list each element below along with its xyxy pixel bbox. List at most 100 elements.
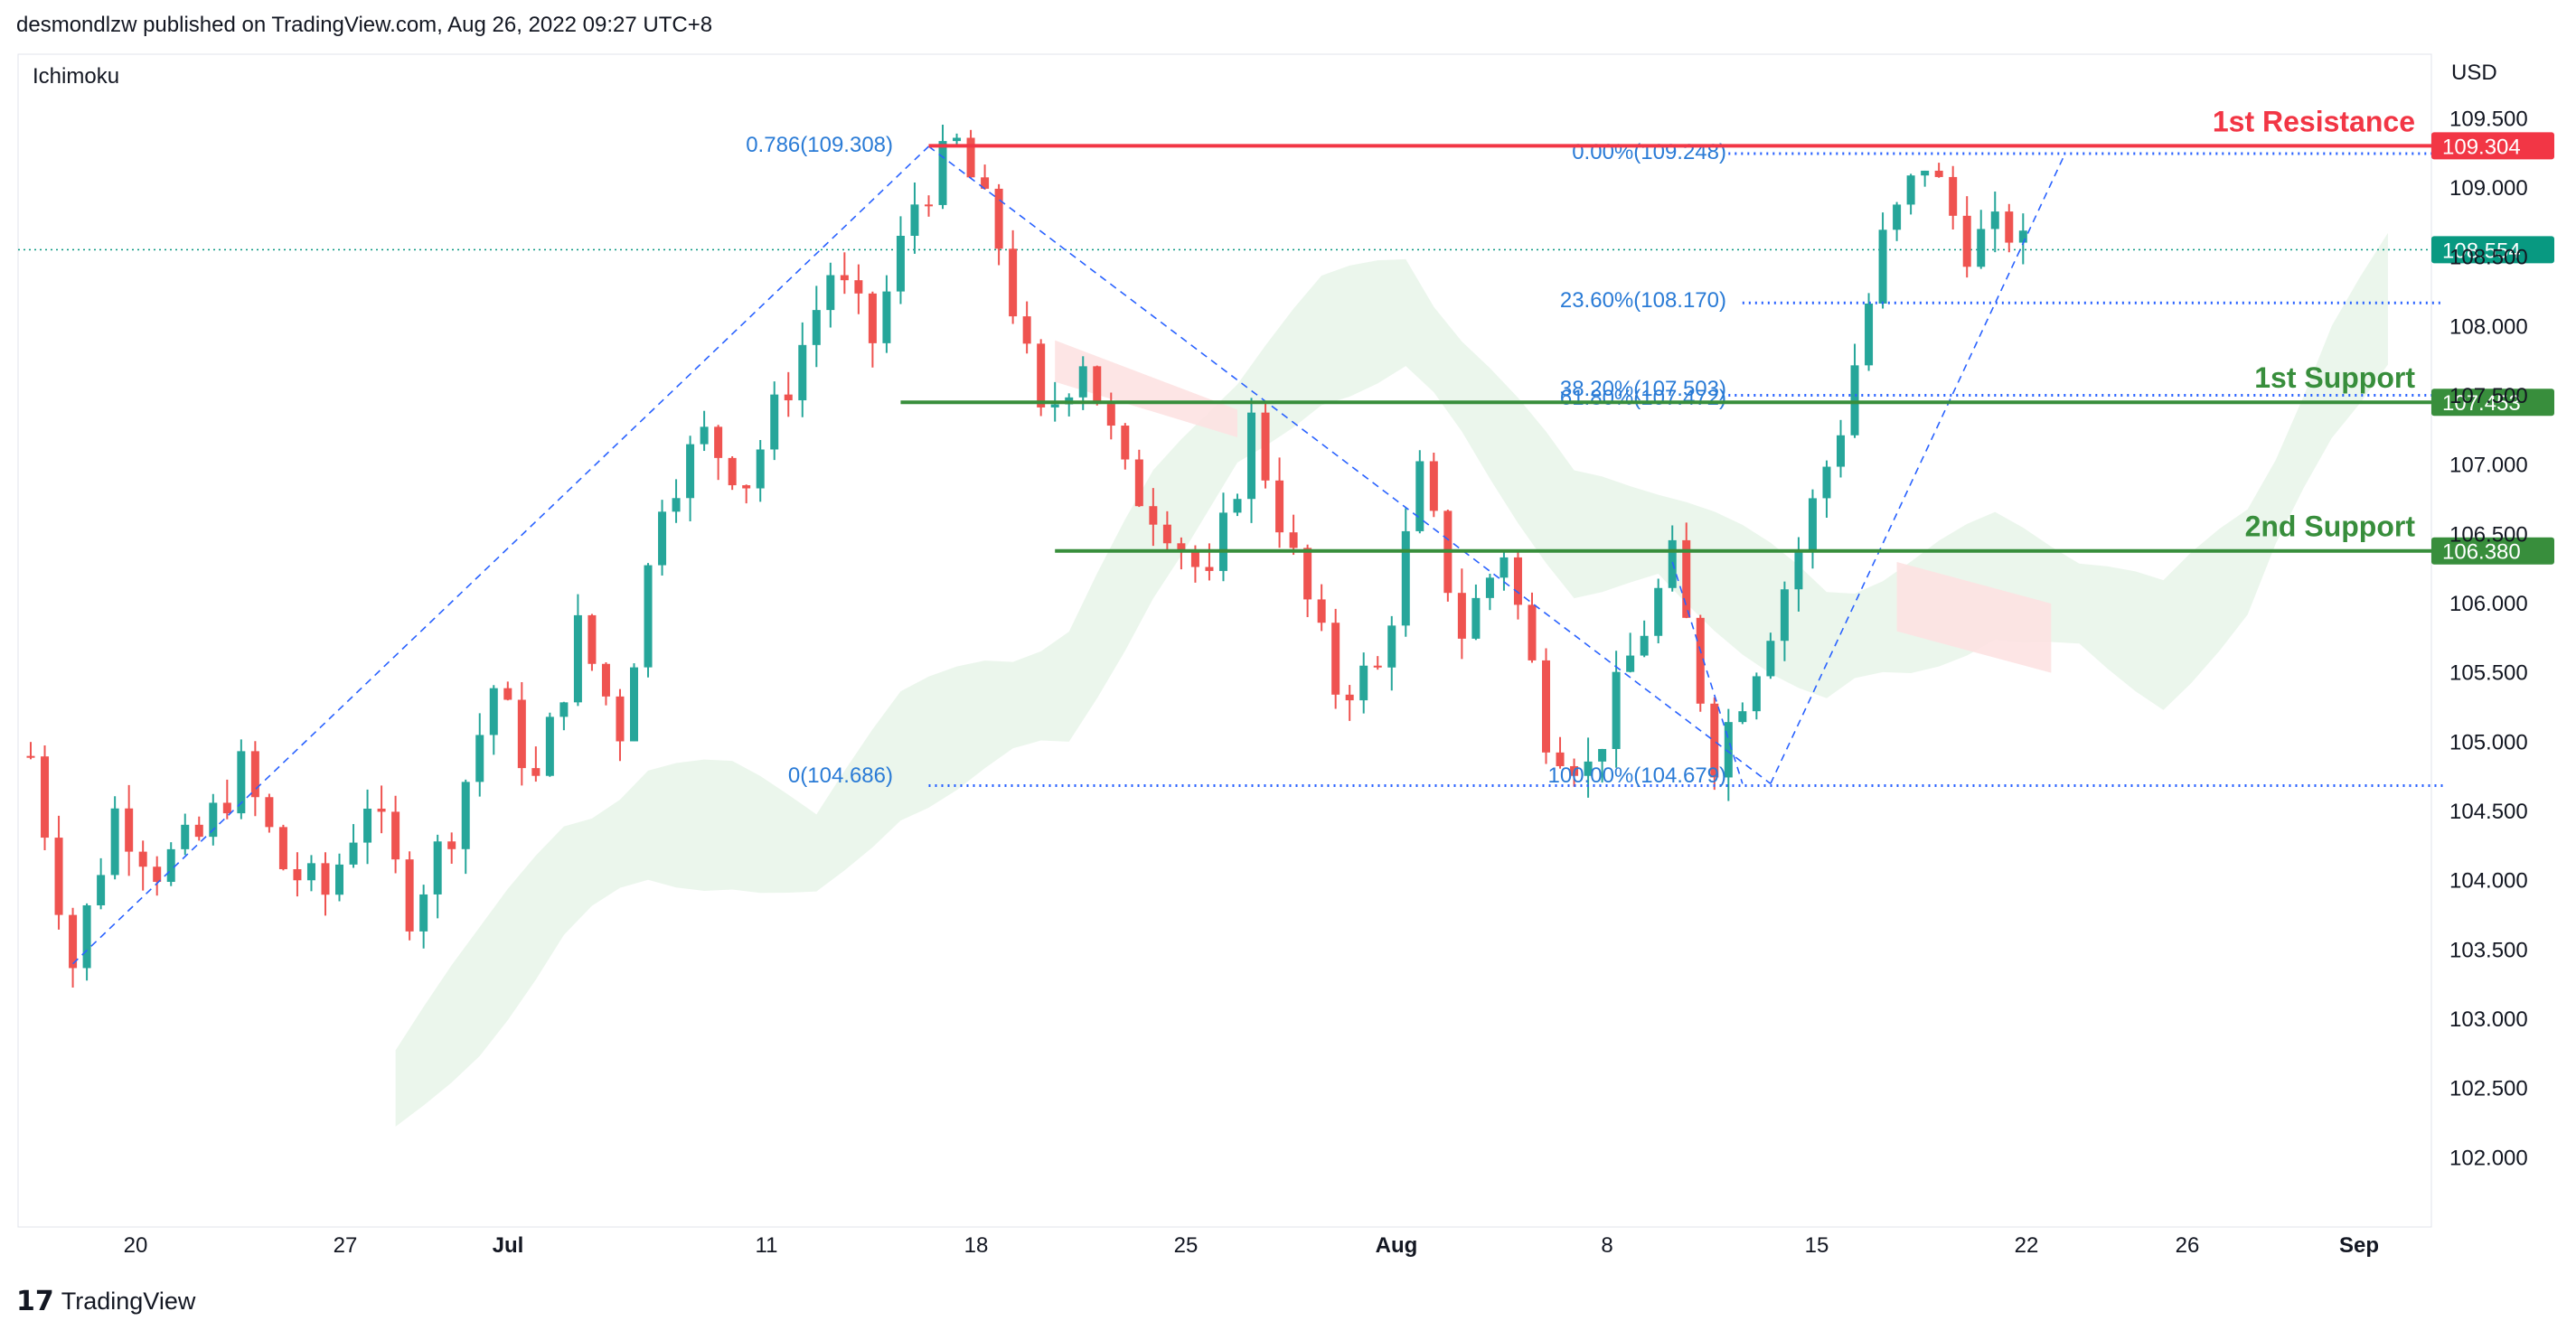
candle: [728, 457, 737, 486]
candle: [826, 275, 835, 311]
candle: [1037, 343, 1046, 407]
candle: [770, 394, 779, 450]
candle: [1205, 567, 1214, 571]
candle: [686, 444, 695, 499]
candle: [812, 310, 821, 345]
candle: [26, 755, 35, 758]
candle: [1022, 316, 1031, 344]
candle: [489, 688, 498, 735]
candle: [1752, 676, 1761, 712]
candle: [475, 735, 484, 782]
candle: [588, 614, 597, 664]
candle: [363, 808, 372, 843]
candle: [41, 756, 50, 838]
last-price-label: 108.554: [2442, 239, 2521, 263]
candle: [1218, 512, 1227, 571]
x-tick-label: 15: [1805, 1233, 1829, 1258]
candle: [237, 751, 246, 814]
y-tick-label: 105.500: [2449, 661, 2528, 686]
level-price-tag: [2431, 537, 2554, 565]
candle: [953, 137, 962, 142]
candle: [1977, 229, 1986, 267]
candle: [1654, 587, 1663, 636]
candle: [1906, 175, 1915, 205]
candle: [1261, 412, 1270, 481]
candle: [798, 344, 807, 401]
candle: [1093, 366, 1102, 405]
candle: [1794, 549, 1803, 590]
candle: [1500, 557, 1509, 578]
candle: [1471, 597, 1481, 639]
candle: [1556, 752, 1565, 766]
x-tick-label: 18: [964, 1233, 989, 1258]
level-price-label: 109.304: [2442, 135, 2521, 159]
x-tick-label: 11: [756, 1233, 778, 1258]
candle: [194, 824, 203, 838]
candle: [1190, 550, 1199, 567]
candle: [545, 717, 554, 776]
candle: [153, 866, 162, 883]
candle: [756, 449, 765, 489]
y-tick-label: 106.000: [2449, 592, 2528, 616]
candle: [1990, 211, 1999, 229]
candle: [1682, 539, 1691, 618]
candle: [1612, 671, 1621, 749]
candle: [1822, 466, 1831, 499]
y-tick-label: 107.500: [2449, 384, 2528, 408]
y-tick-label: 103.500: [2449, 938, 2528, 962]
candle: [1233, 499, 1242, 513]
candle: [433, 841, 442, 894]
y-tick-label: 104.500: [2449, 800, 2528, 824]
x-tick-label: 20: [124, 1233, 148, 1258]
level-price-tag: [2431, 389, 2554, 417]
plot-area: [17, 53, 2432, 1228]
candle: [1865, 303, 1874, 366]
fib-label: 23.60%(108.170): [1560, 288, 1726, 313]
level-label: 1st Support: [2254, 361, 2415, 394]
currency-label: USD: [2451, 61, 2497, 85]
level-price-label: 106.380: [2442, 540, 2521, 565]
candle: [1345, 694, 1354, 701]
level-price-tag: [2431, 132, 2554, 160]
candle: [82, 904, 91, 969]
candle: [1373, 665, 1382, 668]
candle: [1766, 641, 1775, 677]
candle: [1696, 617, 1705, 704]
candle: [447, 841, 456, 849]
candle: [69, 914, 78, 969]
candle: [1009, 248, 1018, 317]
candle: [1177, 543, 1186, 551]
candle: [994, 188, 1003, 249]
candle: [1921, 170, 1930, 176]
candle: [1962, 215, 1971, 267]
candle: [573, 614, 582, 703]
indicator-label: Ichimoku: [33, 64, 119, 89]
y-tick-label: 103.000: [2449, 1007, 2528, 1032]
candle: [349, 842, 358, 865]
tradingview-footer[interactable]: 17 TradingView: [16, 1286, 195, 1317]
candle: [503, 688, 512, 700]
y-tick-label: 102.500: [2449, 1077, 2528, 1101]
candle: [306, 863, 315, 881]
candle: [1457, 593, 1466, 639]
candle: [1710, 703, 1719, 778]
candle: [1850, 365, 1859, 436]
y-tick-label: 108.500: [2449, 246, 2528, 270]
candle: [1570, 765, 1579, 776]
candle: [742, 485, 751, 489]
candle: [644, 565, 653, 668]
candle: [181, 824, 190, 849]
candle: [1401, 530, 1410, 626]
candle: [54, 838, 63, 915]
candle: [868, 293, 877, 343]
candle: [896, 235, 905, 292]
last-price-tag: [2431, 236, 2554, 264]
candle: [1640, 635, 1649, 656]
level-label: 2nd Support: [2245, 510, 2416, 543]
candle: [700, 426, 709, 445]
fib-label: 0(104.686): [788, 763, 893, 788]
candle: [138, 851, 147, 867]
candle: [1738, 711, 1747, 723]
ichimoku-cloud-bearish: [1055, 340, 1237, 437]
